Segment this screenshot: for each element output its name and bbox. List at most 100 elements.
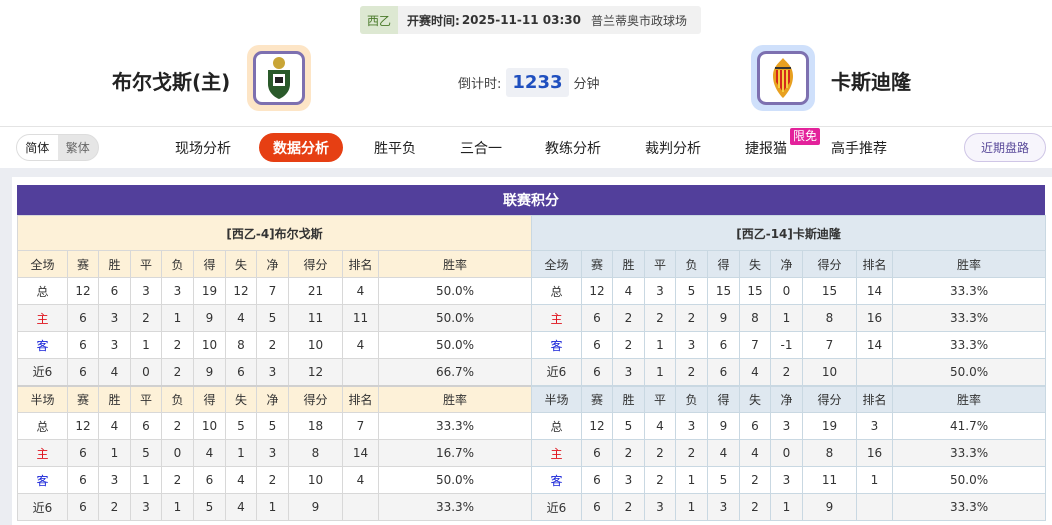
table-cell: 3 <box>675 331 708 359</box>
table-cell: 41.7% <box>891 412 1047 440</box>
column-header: 平 <box>130 250 162 278</box>
table-cell: 1 <box>130 331 162 359</box>
nav-bar: 简体 繁体 现场分析 数据分析 胜平负 三合一 教练分析 裁判分析 捷报猫 限免… <box>0 126 1052 168</box>
table-row: 客 6 3 2 1 5 2 3 11 1 50.0% <box>531 466 1047 494</box>
table-row: 近6 6 2 3 1 3 2 1 9 33.3% <box>531 493 1047 521</box>
tab-jiebaomao[interactable]: 捷报猫 <box>745 140 787 157</box>
league-label[interactable]: 西乙 <box>360 6 398 34</box>
column-header: 负 <box>161 250 194 278</box>
tab-data-analysis[interactable]: 数据分析 <box>259 133 343 162</box>
column-header: 赛 <box>581 250 613 278</box>
row-label: 主 <box>531 439 582 467</box>
column-header: 赛 <box>67 384 99 413</box>
row-label: 主 <box>531 304 582 332</box>
table-row: 总 12 5 4 3 9 6 3 19 3 41.7% <box>531 412 1047 440</box>
recent-handicap-button[interactable]: 近期盘路 <box>964 133 1046 162</box>
lang-simplified[interactable]: 简体 <box>17 135 58 160</box>
table-cell: 5 <box>256 304 289 332</box>
table-cell: 5 <box>612 412 645 440</box>
half-header-row: 半场赛胜平负得失净得分 排名 胜率 <box>531 384 1047 413</box>
table-cell: 2 <box>739 493 771 521</box>
table-cell: 4 <box>342 466 379 494</box>
table-cell: 7 <box>802 331 857 359</box>
table-cell: 4 <box>707 439 740 467</box>
tab-win-draw-loss[interactable]: 胜平负 <box>374 140 416 157</box>
table-row: 主 6 1 5 0 4 1 3 8 14 16.7% <box>17 439 533 467</box>
full-header-row: 全场赛胜平负得失净得分 排名 胜率 <box>531 250 1047 278</box>
tab-referee-analysis[interactable]: 裁判分析 <box>645 140 701 157</box>
table-row: 近6 6 3 1 2 6 4 2 10 50.0% <box>531 358 1047 386</box>
table-cell: 1 <box>161 493 194 521</box>
table-cell: 9 <box>288 493 343 521</box>
tab-live-analysis[interactable]: 现场分析 <box>175 140 231 157</box>
table-row: 主 6 3 2 1 9 4 5 11 11 50.0% <box>17 304 533 332</box>
table-cell <box>856 493 893 521</box>
column-header: 负 <box>161 384 194 413</box>
table-cell: 2 <box>612 439 645 467</box>
table-cell: 7 <box>256 277 289 305</box>
row-label: 近6 <box>531 493 582 521</box>
table-row: 主 6 2 2 2 4 4 0 8 16 33.3% <box>531 439 1047 467</box>
tab-expert-picks[interactable]: 高手推荐 <box>831 140 887 157</box>
table-row: 总 12 4 6 2 10 5 5 18 7 33.3% <box>17 412 533 440</box>
table-row: 总 12 4 3 5 15 15 0 15 14 33.3% <box>531 277 1047 305</box>
table-cell: 3 <box>612 466 645 494</box>
column-header: 净 <box>256 250 289 278</box>
table-cell <box>342 493 379 521</box>
table-cell: 2 <box>256 331 289 359</box>
table-cell: 6 <box>67 439 99 467</box>
table-cell: 6 <box>67 331 99 359</box>
table-cell: 5 <box>256 412 289 440</box>
table-cell: 3 <box>644 277 676 305</box>
home-team-name[interactable]: 布尔戈斯(主) <box>112 70 231 94</box>
table-cell: 4 <box>612 277 645 305</box>
table-cell: 12 <box>67 277 99 305</box>
tab-three-in-one[interactable]: 三合一 <box>460 140 502 157</box>
table-cell: 1 <box>644 358 676 386</box>
column-header: 失 <box>739 384 771 413</box>
table-cell: 14 <box>342 439 379 467</box>
table-cell: 3 <box>644 493 676 521</box>
column-header: 失 <box>225 384 257 413</box>
table-cell: 2 <box>644 466 676 494</box>
lang-traditional[interactable]: 繁体 <box>65 141 90 155</box>
column-header: 得 <box>707 384 740 413</box>
table-cell: 14 <box>856 331 893 359</box>
table-cell: 3 <box>98 304 131 332</box>
language-toggle[interactable]: 简体 繁体 <box>16 134 99 161</box>
column-header: 平 <box>644 384 676 413</box>
team-standing-header: [西乙-14]卡斯迪隆 <box>530 215 1047 251</box>
table-cell: 5 <box>193 493 226 521</box>
table-cell: 18 <box>288 412 343 440</box>
table-cell: 6 <box>581 493 613 521</box>
table-cell: 6 <box>67 358 99 386</box>
table-cell: 1 <box>256 493 289 521</box>
away-team-logo[interactable] <box>751 45 815 111</box>
column-header: 胜 <box>98 250 131 278</box>
table-cell: 33.3% <box>891 439 1047 467</box>
table-cell: 2 <box>161 412 194 440</box>
column-header: 负 <box>675 250 708 278</box>
column-header: 胜 <box>612 384 645 413</box>
table-cell: 3 <box>770 412 803 440</box>
column-header: 胜率 <box>377 250 533 278</box>
row-label: 近6 <box>17 493 68 521</box>
table-cell: 2 <box>644 304 676 332</box>
table-cell: 3 <box>256 439 289 467</box>
table-cell: 33.3% <box>377 412 533 440</box>
away-team-name[interactable]: 卡斯迪隆 <box>831 70 911 94</box>
home-team-logo[interactable] <box>247 45 311 111</box>
table-cell: 6 <box>581 304 613 332</box>
table-cell: 4 <box>98 358 131 386</box>
table-cell: 1 <box>644 331 676 359</box>
row-label: 客 <box>17 331 68 359</box>
table-cell: 10 <box>193 412 226 440</box>
table-cell: 15 <box>739 277 771 305</box>
table-cell: 6 <box>98 277 131 305</box>
column-header: 得分 <box>288 384 343 413</box>
tab-coach-analysis[interactable]: 教练分析 <box>545 140 601 157</box>
table-cell: 4 <box>225 493 257 521</box>
row-label: 主 <box>17 304 68 332</box>
table-cell: 33.3% <box>891 493 1047 521</box>
column-header: 得 <box>707 250 740 278</box>
